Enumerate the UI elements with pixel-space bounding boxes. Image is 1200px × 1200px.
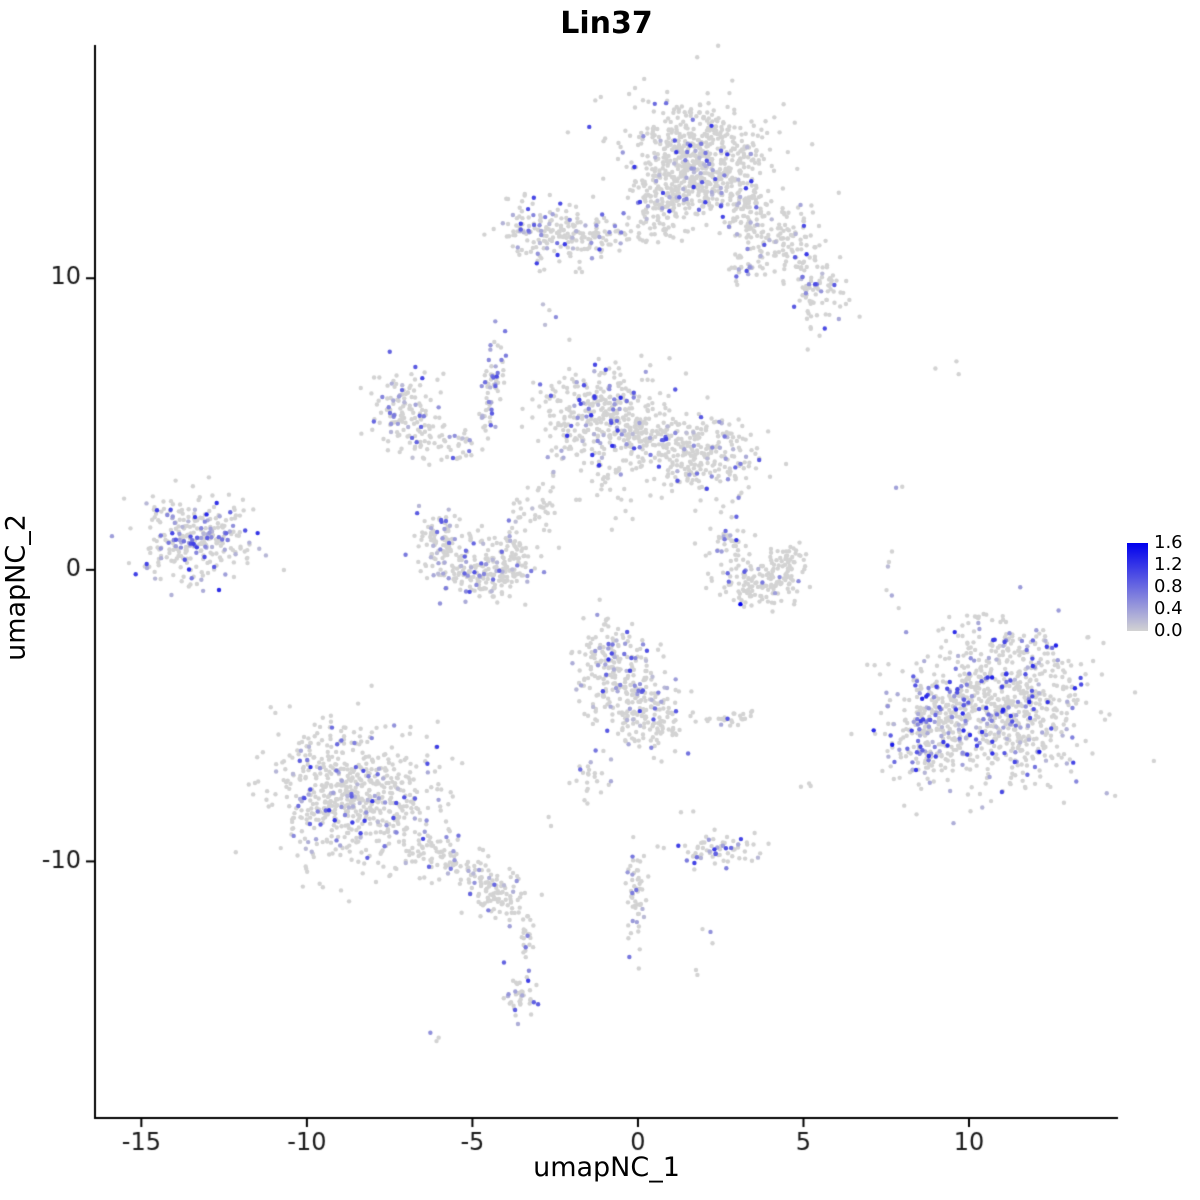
legend-tick-label: 1.6 xyxy=(1154,532,1183,553)
legend-tick-label: 1.2 xyxy=(1154,554,1183,575)
chart-title: Lin37 xyxy=(560,6,653,41)
legend-tick-label: 0.8 xyxy=(1154,576,1183,597)
legend-tick-label: 0.0 xyxy=(1154,620,1183,641)
colorbar-labels: 1.6 1.2 0.8 0.4 0.0 xyxy=(1154,534,1200,640)
x-axis-label: umapNC_1 xyxy=(533,1152,680,1183)
legend-tick-label: 0.4 xyxy=(1154,598,1183,619)
colorbar-gradient xyxy=(1127,543,1148,631)
y-axis-label: umapNC_2 xyxy=(0,514,32,661)
